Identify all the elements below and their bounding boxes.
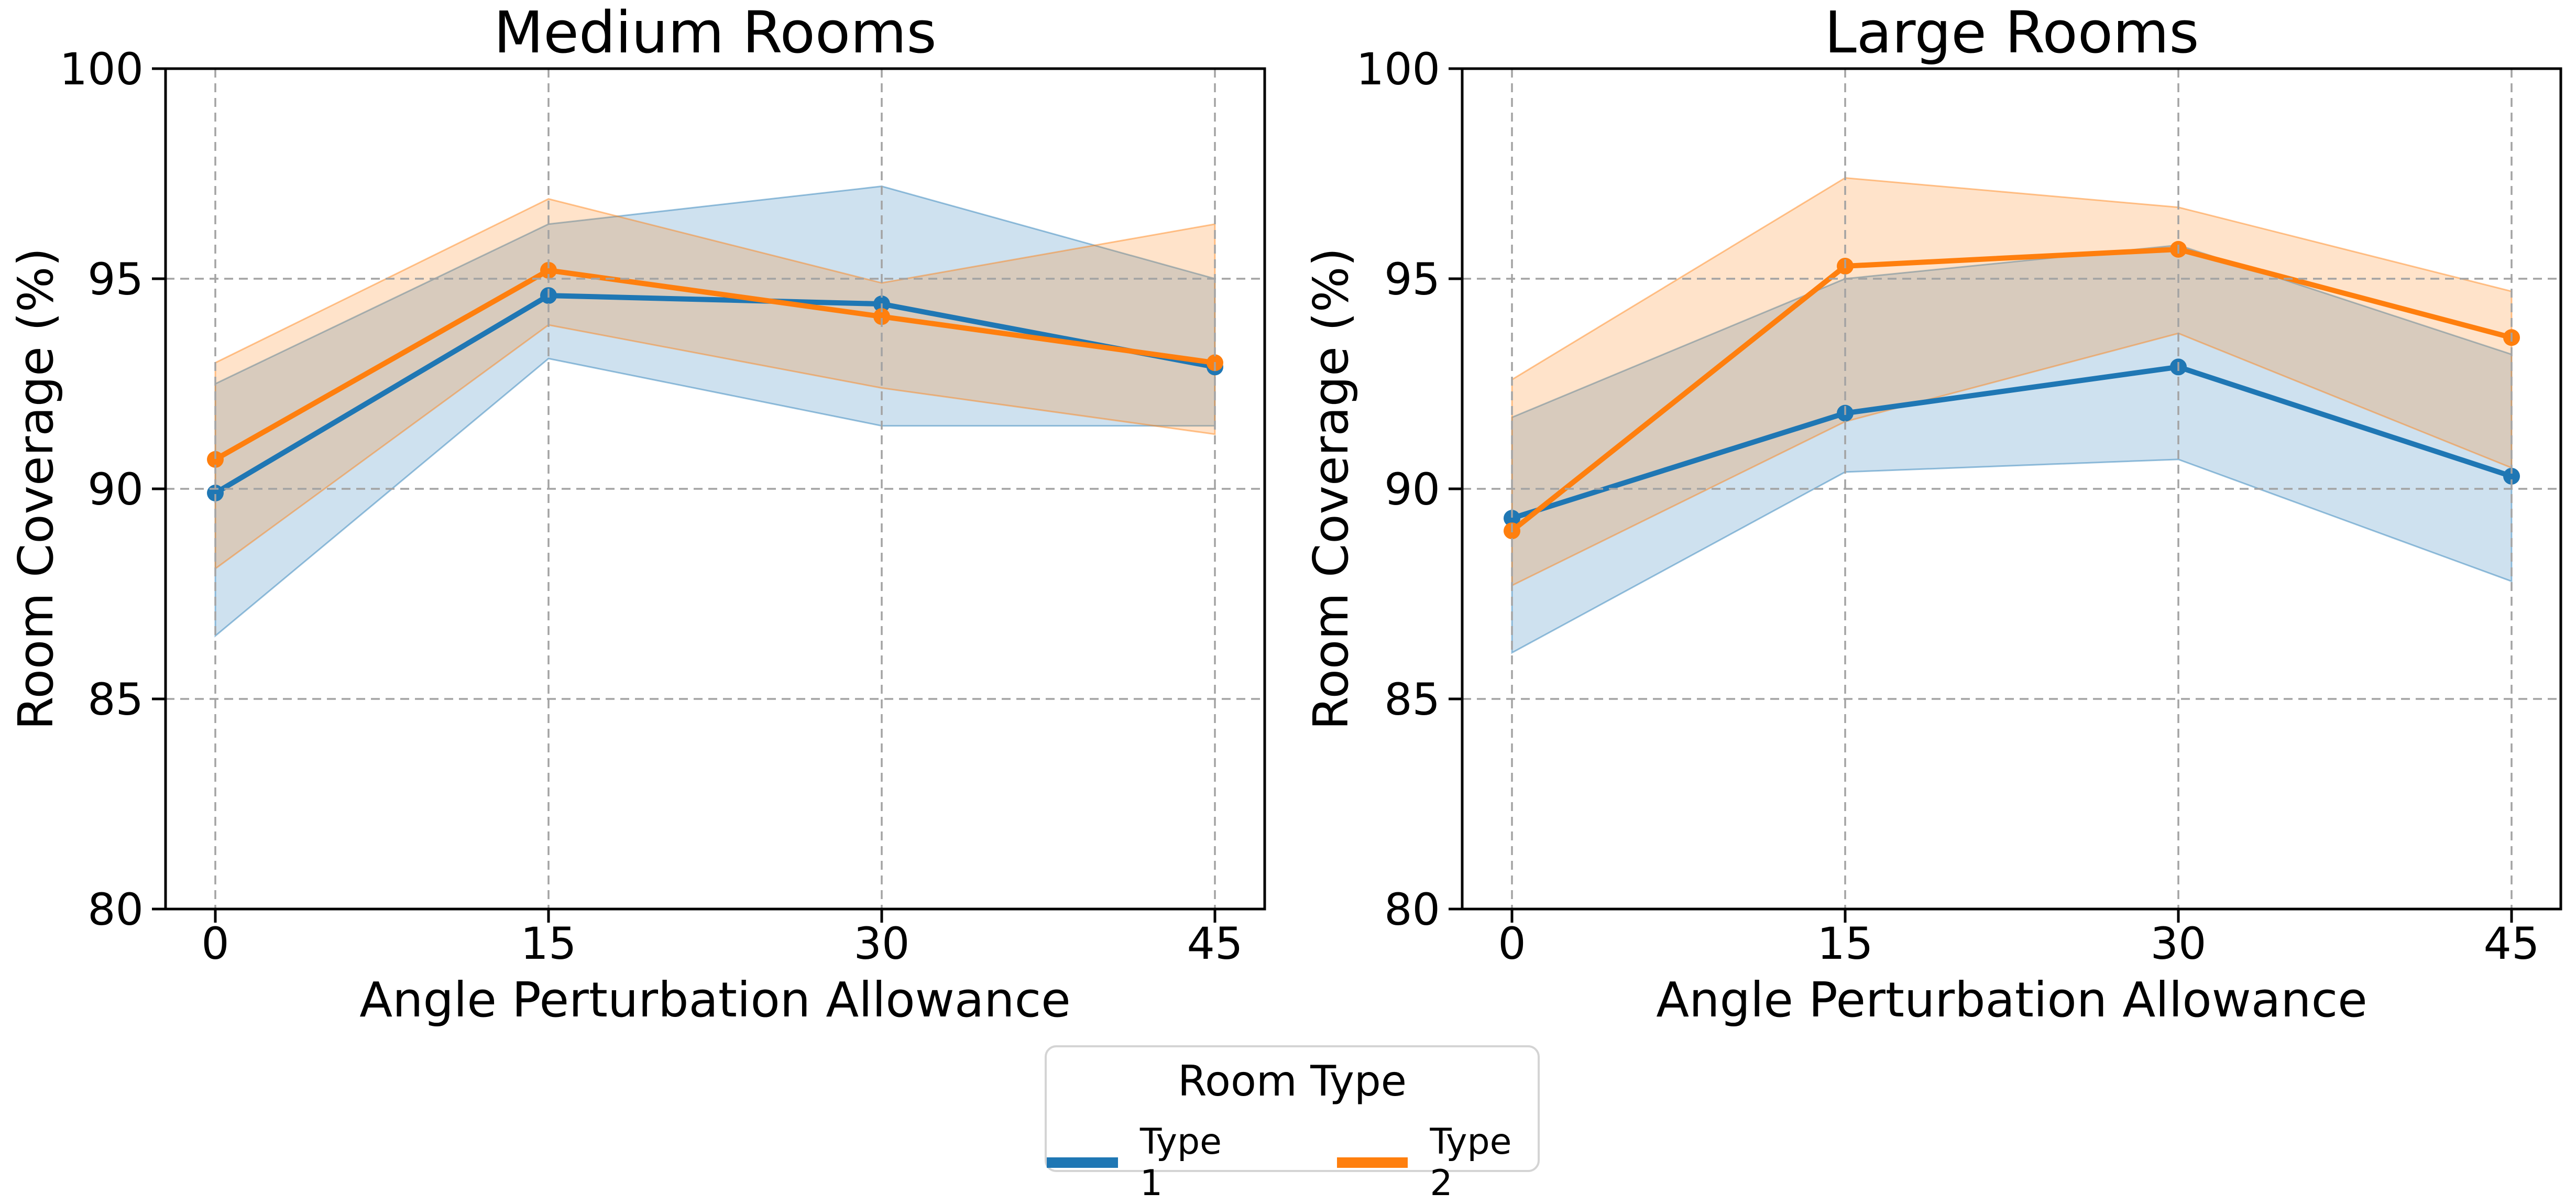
y-tick-label: 80 (1384, 884, 1440, 935)
plot-title-medium: Medium Rooms (494, 0, 936, 66)
legend-entry-type-1: Type 1 (1047, 1121, 1248, 1204)
plot-area-large: 80 85 90 95 100 0 15 30 45 (1356, 43, 2562, 969)
series-line-type-1 (214, 293, 1215, 496)
x-tick-label: 45 (1187, 918, 1243, 969)
y-tick-label: 100 (60, 43, 144, 95)
y-tick-label: 80 (87, 884, 144, 935)
y-tick-label: 95 (1384, 254, 1440, 305)
series-line-type-1 (1511, 364, 2513, 521)
plot-area-medium: 80 85 90 95 100 0 15 30 45 (60, 43, 1266, 969)
series-line-type-2 (1510, 246, 2513, 533)
data-point-type-1-x0 (1504, 510, 1520, 527)
x-tick-label: 30 (2151, 918, 2207, 969)
data-point-type-2-x30 (873, 308, 890, 325)
confidence-band-type-2 (214, 198, 1216, 571)
y-tick-label: 90 (87, 464, 144, 515)
x-axis-label-medium: Angle Perturbation Allowance (359, 972, 1071, 1028)
x-tick-label: 0 (201, 918, 229, 969)
y-axis-label-large: Room Coverage (%) (1303, 248, 1359, 730)
data-point-type-2-x0 (207, 451, 224, 468)
legend-swatch-type-2 (1336, 1157, 1408, 1168)
series-line-type-2 (214, 267, 1215, 462)
x-tick-label: 15 (1817, 918, 1873, 969)
x-axis-label-large: Angle Perturbation Allowance (1656, 972, 2367, 1028)
legend: Room Type Type 1 Type 2 (1045, 1045, 1540, 1204)
legend-label-type-1: Type 1 (1139, 1121, 1222, 1204)
y-tick-label: 85 (1384, 674, 1440, 725)
subplot-medium-rooms: 80 85 90 95 100 0 15 30 45 Medium Rooms Angle Pe… (8, 0, 1266, 1028)
legend-swatch-type-1 (1047, 1157, 1118, 1168)
y-tick-label: 95 (87, 254, 144, 305)
y-tick-label: 85 (87, 674, 144, 725)
legend-entry-type-2: Type 2 (1336, 1121, 1538, 1204)
legend-title: Room Type (1178, 1057, 1407, 1106)
data-point-type-2-x15 (540, 261, 557, 279)
legend-label-type-2: Type 2 (1430, 1121, 1512, 1204)
subplot-large-rooms: 80 85 90 95 100 0 15 30 45 Large Rooms Angle Per… (1303, 0, 2562, 1028)
confidence-band-type-1 (1511, 244, 2513, 654)
y-axis-label-medium: Room Coverage (%) (8, 248, 64, 730)
chart-canvas: 80 85 90 95 100 0 15 30 45 Medium Rooms Angle Pe… (8, 0, 2562, 1028)
y-tick-label: 90 (1384, 464, 1440, 515)
x-tick-label: 30 (854, 918, 910, 969)
data-point-type-1-x45 (2503, 467, 2520, 485)
figure: 80 85 90 95 100 0 15 30 45 Medium Rooms Angle Pe… (8, 0, 2562, 1204)
x-tick-label: 0 (1498, 918, 1526, 969)
plot-title-large: Large Rooms (1825, 0, 2199, 66)
y-tick-label: 100 (1356, 43, 1440, 95)
x-tick-label: 15 (521, 918, 577, 969)
legend-row: Type 1 Type 2 (1047, 1121, 1538, 1204)
x-tick-label: 45 (2484, 918, 2540, 969)
